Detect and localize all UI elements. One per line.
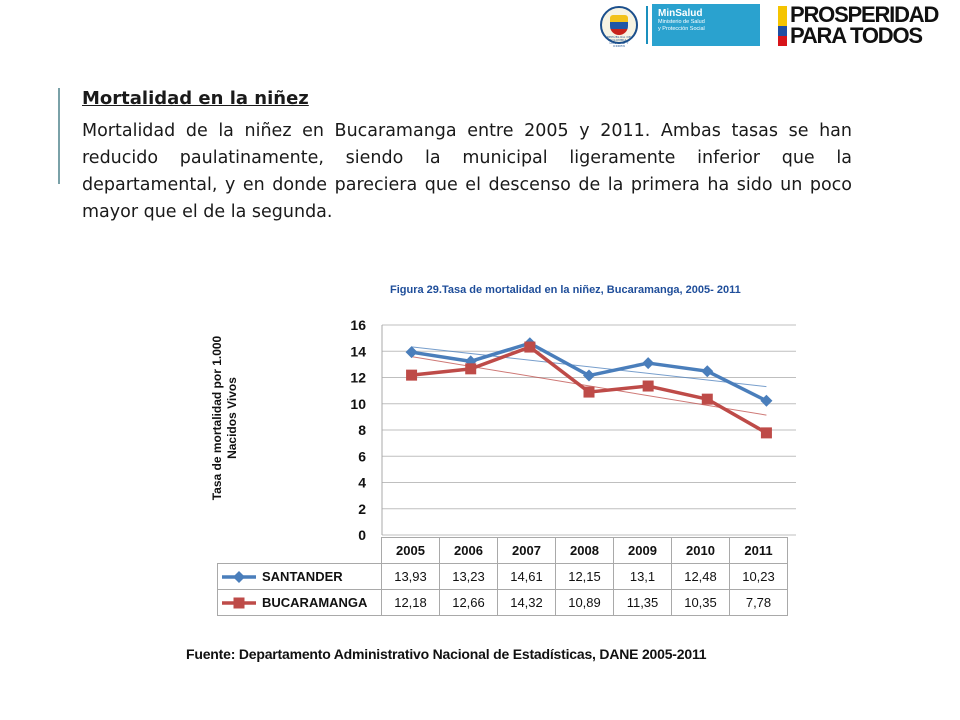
minsalud-brand: MinSalud — [658, 8, 703, 19]
slide-heading: Mortalidad en la niñez — [82, 88, 309, 109]
slide-body: Mortalidad de la niñez en Bucaramanga en… — [82, 121, 852, 222]
header-logos: REPÚBLICA DE COLOMBIA · LIBERTAD Y ORDEN… — [580, 0, 960, 52]
table-corner-cell — [217, 537, 382, 564]
legend-label: BUCARAMANGA — [262, 594, 368, 610]
data-point-santander — [583, 369, 595, 382]
table-cell: 13,1 — [613, 563, 672, 590]
legend-square-icon — [222, 597, 256, 609]
y-tick-label: 12 — [350, 370, 366, 386]
legend-entry-santander: SANTANDER — [217, 563, 382, 590]
y-tick-label: 14 — [350, 343, 366, 359]
table-cell: 12,15 — [555, 563, 614, 590]
table-cell: 14,61 — [497, 563, 556, 590]
colombia-seal-logo: REPÚBLICA DE COLOMBIA · LIBERTAD Y ORDEN — [600, 6, 638, 48]
x-tick-label: 2007 — [497, 537, 556, 564]
table-cell: 14,32 — [497, 589, 556, 616]
legend-label: SANTANDER — [262, 568, 343, 584]
seal-text: REPÚBLICA DE COLOMBIA · LIBERTAD Y ORDEN — [606, 35, 632, 48]
data-point-bucaramanga — [406, 369, 418, 381]
chart-gridlines — [381, 324, 796, 536]
x-tick-label: 2006 — [439, 537, 498, 564]
y-tick-labels: 0 2 4 6 8 10 12 14 16 — [350, 317, 366, 543]
x-tick-label: 2010 — [671, 537, 730, 564]
legend-diamond-icon — [222, 571, 256, 584]
figure-title: Figura 29.Tasa de mortalidad en la niñez… — [390, 284, 741, 296]
minsalud-subtitle: Ministerio de Salud y Protección Social — [658, 19, 705, 32]
trendline-bucaramanga — [411, 356, 767, 416]
y-tick-label: 10 — [350, 396, 366, 412]
table-row: SANTANDER 13,93 13,23 14,61 12,15 13,1 12,48 10… — [217, 563, 788, 590]
table-header-row: 2005 2006 2007 2008 2009 2010 2011 — [217, 537, 788, 564]
table-cell: 12,66 — [439, 589, 498, 616]
table-row: BUCARAMANGA 12,18 12,66 14,32 10,89 11,35 10,3… — [217, 589, 788, 616]
shield-icon — [610, 15, 628, 35]
y-tick-label: 8 — [358, 422, 366, 438]
chart-data-table: 2005 2006 2007 2008 2009 2010 2011 SANTANDER 13,… — [217, 537, 788, 616]
series-markers — [405, 337, 773, 439]
figure-source: Fuente: Departamento Administrativo Naci… — [186, 646, 707, 662]
table-cell: 10,23 — [729, 563, 788, 590]
minsalud-logo: MinSalud Ministerio de Salud y Protecció… — [652, 4, 760, 46]
table-cell: 13,93 — [381, 563, 440, 590]
y-tick-label: 2 — [358, 501, 366, 517]
y-tick-label: 0 — [358, 527, 366, 543]
trendline-santander — [411, 346, 767, 388]
table-cell: 11,35 — [613, 589, 672, 616]
data-point-santander — [760, 394, 773, 407]
legend-entry-bucaramanga: BUCARAMANGA — [217, 589, 382, 616]
table-cell: 13,23 — [439, 563, 498, 590]
data-point-santander — [701, 365, 714, 378]
logo-divider — [646, 6, 648, 44]
data-point-bucaramanga — [524, 341, 536, 353]
data-point-bucaramanga — [760, 427, 772, 439]
data-point-bucaramanga — [583, 386, 595, 398]
y-tick-label: 16 — [350, 317, 366, 333]
data-point-santander — [405, 346, 418, 359]
data-point-bucaramanga — [701, 393, 713, 405]
table-cell: 10,89 — [555, 589, 614, 616]
accent-bar — [58, 88, 60, 184]
x-tick-label: 2009 — [613, 537, 672, 564]
y-tick-label: 4 — [358, 475, 366, 491]
table-cell: 10,35 — [671, 589, 730, 616]
x-tick-label: 2008 — [555, 537, 614, 564]
colombia-flag-icon — [778, 6, 787, 46]
data-point-bucaramanga — [642, 380, 654, 392]
data-point-bucaramanga — [465, 363, 477, 375]
table-cell: 7,78 — [729, 589, 788, 616]
table-cell: 12,18 — [381, 589, 440, 616]
x-tick-label: 2005 — [381, 537, 440, 564]
y-tick-label: 6 — [358, 448, 366, 464]
data-point-santander — [642, 357, 655, 370]
table-cell: 12,48 — [671, 563, 730, 590]
x-tick-label: 2011 — [729, 537, 788, 564]
prosperidad-logo: PROSPERIDAD PARA TODOS — [790, 2, 939, 48]
